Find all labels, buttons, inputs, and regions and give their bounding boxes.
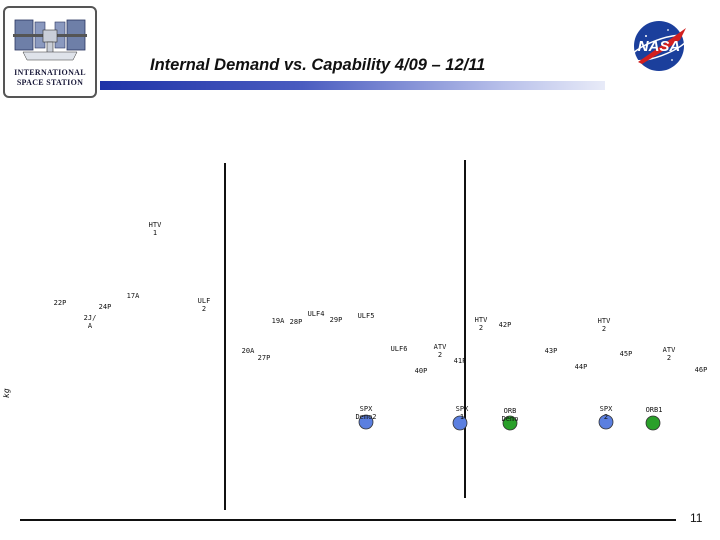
data-point-label: ULF4 — [307, 310, 325, 318]
page-title: Internal Demand vs. Capability 4/09 – 12… — [150, 56, 486, 74]
data-point-label: 22P — [53, 299, 67, 307]
data-marker — [598, 414, 614, 430]
data-point-label: ATV 2 — [433, 343, 447, 359]
nasa-logo-icon: NASA — [629, 21, 689, 71]
data-point-label: ORB Demo — [501, 407, 519, 423]
data-marker — [502, 415, 518, 431]
iss-logo: INTERNATIONAL SPACE STATION — [3, 6, 97, 98]
space-station-icon — [13, 19, 87, 61]
data-point-label: 46P — [694, 366, 708, 374]
data-point-label: SPX 2 — [599, 405, 613, 421]
logo-line-1: INTERNATIONAL — [14, 68, 86, 77]
page-number: 11 — [690, 511, 703, 525]
data-point-label: 19A — [271, 317, 285, 325]
data-point-label: 24P — [98, 303, 112, 311]
data-point-label: 27P — [257, 354, 271, 362]
data-marker — [452, 415, 468, 431]
data-point-label: 40P — [414, 367, 428, 375]
data-point-label: HTV 2 — [597, 317, 611, 333]
data-point-label: 41P — [453, 357, 467, 365]
data-point-label: 44P — [574, 363, 588, 371]
data-point-label: SPX 1 — [455, 405, 469, 421]
data-point-label: 42P — [498, 321, 512, 329]
data-marker — [358, 414, 374, 430]
data-point-label: ORB1 — [645, 406, 663, 414]
data-point-label: 20A — [241, 347, 255, 355]
data-point-label: HTV 1 — [148, 221, 162, 237]
data-point-label: ATV 2 — [662, 346, 676, 362]
data-point-label: ULF 2 — [197, 297, 211, 313]
title-underline-bar — [100, 81, 605, 90]
data-point-label: SPX Demo2 — [355, 405, 377, 421]
footer-rule — [20, 519, 676, 521]
data-point-label: 43P — [544, 347, 558, 355]
data-point-label: ULF6 — [390, 345, 408, 353]
data-point-label: 2J/A — [83, 314, 97, 330]
data-point-label: 45P — [619, 350, 633, 358]
y-axis-label: kg — [2, 388, 11, 398]
data-marker — [645, 415, 661, 431]
data-point-label: 29P — [329, 316, 343, 324]
data-point-label: HTV 2 — [474, 316, 488, 332]
data-point-label: ULF5 — [357, 312, 375, 320]
nasa-logo-text: NASA — [638, 38, 681, 55]
data-point-label: 17A — [126, 292, 140, 300]
logo-line-2: SPACE STATION — [16, 78, 84, 87]
data-point-label: 28P — [289, 318, 303, 326]
